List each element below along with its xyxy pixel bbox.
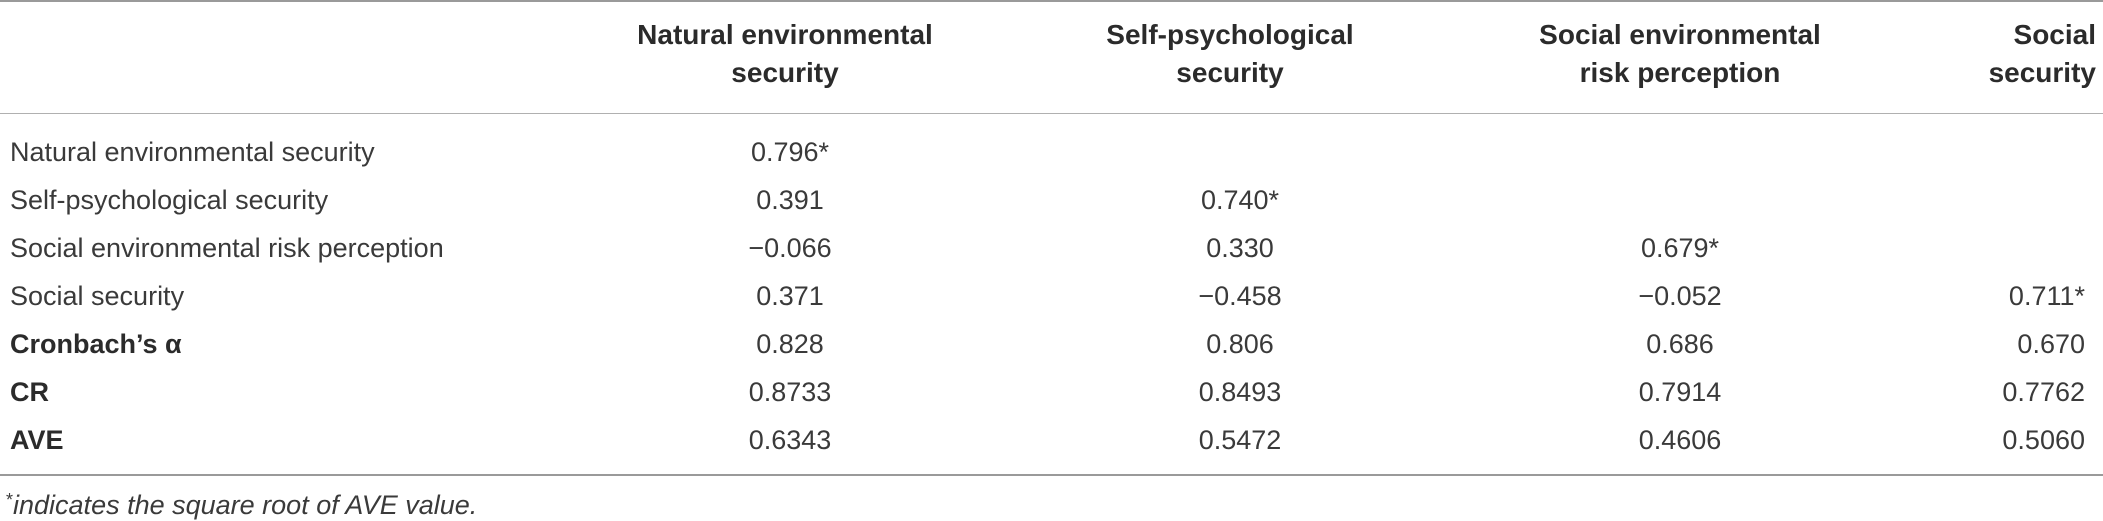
row-label: CR — [10, 377, 49, 407]
table-cell: 0.4606 — [1638, 425, 1722, 455]
header-divider — [0, 113, 2103, 114]
table-cell: 0.686 — [1646, 329, 1714, 359]
table-cell: 0.679* — [1640, 233, 1720, 263]
table-row: Social security 0.371 −0.458 −0.052 0.71… — [0, 272, 2103, 320]
table-bottom-rule — [0, 474, 2103, 476]
table-footnote: *indicates the square root of AVE value. — [6, 484, 477, 521]
table-cell: 0.711* — [2008, 281, 2085, 311]
table-cell: 0.6343 — [748, 425, 832, 455]
table-row: Natural environmental security 0.796* — [0, 128, 2103, 176]
header-line: security — [1988, 57, 2096, 88]
table-cell: −0.052 — [1638, 281, 1722, 311]
column-header-self-psychological-security: Self-psychological security — [1060, 16, 1400, 92]
table-cell: 0.670 — [2017, 329, 2085, 359]
header-line: Natural environmental — [637, 19, 933, 50]
row-label: AVE — [10, 425, 64, 455]
row-label: Natural environmental security — [10, 137, 375, 167]
table-cell: 0.5472 — [1198, 425, 1282, 455]
table-cell: 0.371 — [756, 281, 824, 311]
footnote-text: indicates the square root of AVE value. — [13, 490, 478, 520]
header-line: Social — [2013, 19, 2096, 50]
table-cell: −0.458 — [1198, 281, 1282, 311]
column-header-social-security: Social security — [1920, 16, 2096, 92]
table-cell: 0.806 — [1206, 329, 1274, 359]
table-cell: 0.828 — [756, 329, 824, 359]
table-cell: 0.391 — [756, 185, 824, 215]
header-line: risk perception — [1579, 57, 1781, 88]
table-row: AVE 0.6343 0.5472 0.4606 0.5060 — [0, 416, 2103, 464]
table-cell: 0.8493 — [1198, 377, 1282, 407]
table-cell: 0.8733 — [748, 377, 832, 407]
table-cell: 0.7762 — [2002, 377, 2085, 407]
table-cell: 0.796* — [750, 137, 830, 167]
table-cell: −0.066 — [748, 233, 832, 263]
row-label: Social environmental risk perception — [10, 233, 444, 263]
table-cell: 0.740* — [1200, 185, 1280, 215]
header-line: Social environmental — [1539, 19, 1821, 50]
header-line: Self-psychological — [1106, 19, 1354, 50]
row-label: Self-psychological security — [10, 185, 329, 215]
table-cell: 0.7914 — [1638, 377, 1722, 407]
footnote-marker: * — [6, 490, 14, 510]
header-line: security — [1176, 57, 1284, 88]
row-label: Social security — [10, 281, 185, 311]
table-cell: 0.5060 — [2002, 425, 2085, 455]
table-row: Self-psychological security 0.391 0.740* — [0, 176, 2103, 224]
column-header-social-environmental-risk-perception: Social environmental risk perception — [1500, 16, 1860, 92]
table-row: CR 0.8733 0.8493 0.7914 0.7762 — [0, 368, 2103, 416]
row-label: Cronbach’s α — [10, 329, 182, 359]
table-top-rule — [0, 0, 2103, 2]
table-row: Social environmental risk perception −0.… — [0, 224, 2103, 272]
table-row: Cronbach’s α 0.828 0.806 0.686 0.670 — [0, 320, 2103, 368]
table-cell: 0.330 — [1206, 233, 1274, 263]
header-line: security — [731, 57, 839, 88]
column-header-natural-environmental-security: Natural environmental security — [605, 16, 965, 92]
